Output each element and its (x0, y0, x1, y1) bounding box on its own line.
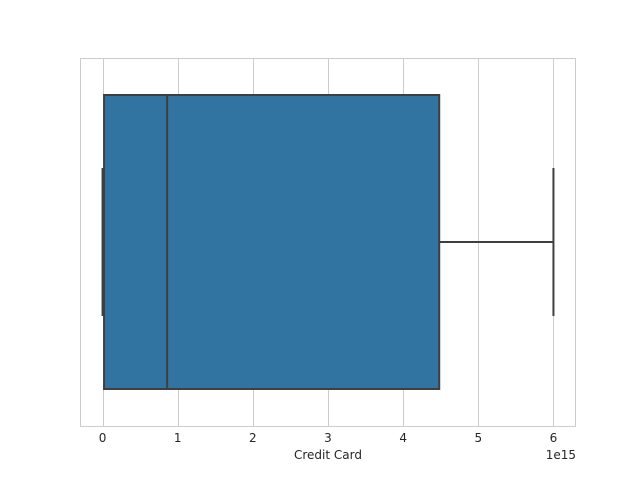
x-axis-title: Credit Card (294, 448, 362, 462)
x-tick-label: 3 (324, 431, 332, 445)
x-tick-label: 5 (474, 431, 482, 445)
x-tick-label: 4 (399, 431, 407, 445)
x-tick-label: 2 (249, 431, 257, 445)
x-tick-label: 6 (550, 431, 558, 445)
plot-frame (80, 58, 576, 427)
x-tick-labels: 0 1 2 3 4 5 6 (99, 431, 558, 445)
x-tick-label: 0 (99, 431, 107, 445)
iqr-box (103, 94, 441, 390)
x-tick-label: 1 (174, 431, 182, 445)
x-offset-label: 1e15 (546, 448, 576, 462)
box-layer (101, 94, 555, 390)
